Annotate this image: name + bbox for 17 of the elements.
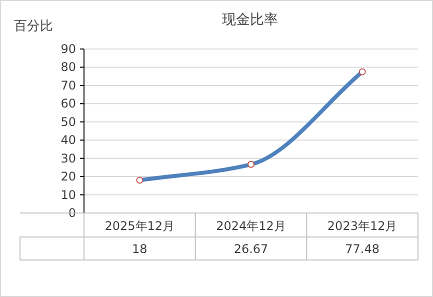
x-tick-label: 2024年12月: [216, 219, 286, 233]
data-label: 18: [132, 242, 148, 256]
y-tick-label: 80: [60, 60, 76, 74]
y-tick-label: 10: [60, 188, 76, 202]
y-tick-label: 30: [60, 151, 76, 166]
y-tick-label: 90: [60, 42, 76, 56]
y-tick-label: 40: [60, 133, 76, 148]
y-tick-label: 60: [60, 96, 76, 111]
x-tick-label: 2023年12月: [327, 219, 398, 233]
y-axis-title: 百分比: [14, 19, 53, 34]
y-tick-label: 70: [60, 78, 76, 92]
data-label: 77.48: [345, 242, 380, 256]
chart-title: 现金比率: [222, 12, 278, 28]
data-label: 26.67: [234, 242, 268, 256]
y-tick-label: 50: [60, 114, 76, 129]
x-tick-label: 2025年12月: [104, 219, 175, 233]
y-tick-label: 20: [60, 170, 76, 184]
